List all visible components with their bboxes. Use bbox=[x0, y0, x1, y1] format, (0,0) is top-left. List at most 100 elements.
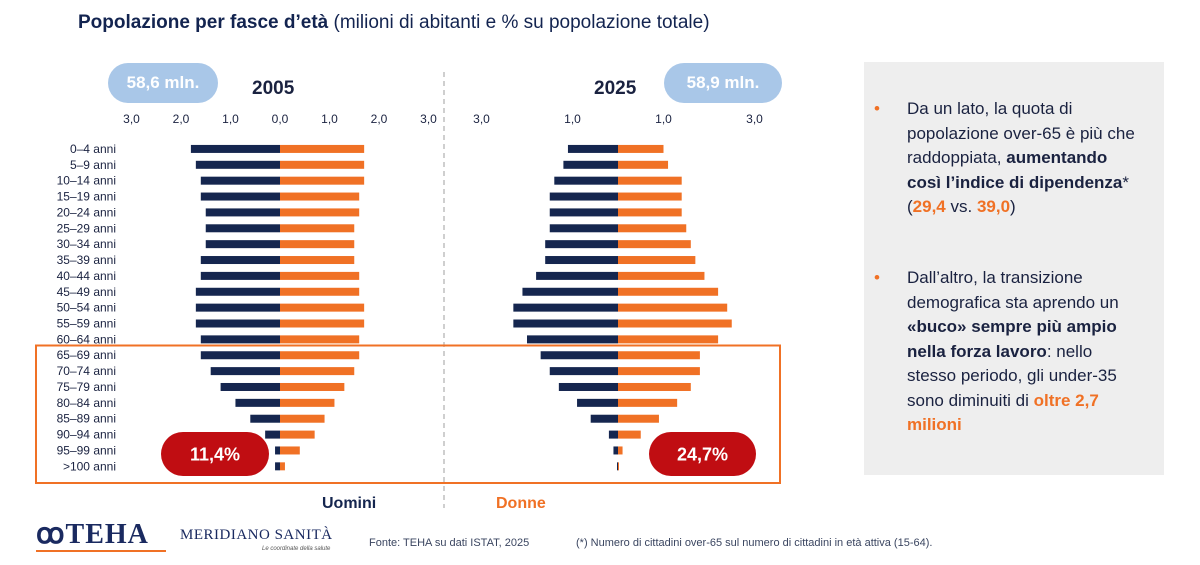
teha-logo-text: TEHA bbox=[65, 519, 149, 550]
category-label: 60–64 anni bbox=[57, 332, 116, 346]
category-label: 55–59 anni bbox=[57, 317, 116, 331]
meridiano-sanita-tagline: Le coordinate della salute bbox=[262, 546, 331, 552]
bar-men-2025 bbox=[527, 335, 618, 344]
bar-women-2005 bbox=[280, 367, 355, 376]
bar-women-2005 bbox=[280, 160, 365, 169]
year-label-2005: 2005 bbox=[252, 78, 295, 99]
bar-men-2025 bbox=[554, 176, 618, 185]
insight-bullet-1: • Da un lato, la quota di popolazione ov… bbox=[874, 97, 1144, 220]
bar-men-2005 bbox=[235, 398, 280, 407]
bullet-marker: • bbox=[874, 99, 880, 118]
bullet-marker: • bbox=[874, 268, 880, 287]
bar-men-2005 bbox=[200, 335, 280, 344]
chart-title: Popolazione per fasce d’età (milioni di … bbox=[78, 12, 710, 34]
category-label: 65–69 anni bbox=[57, 348, 116, 362]
bar-men-2025 bbox=[545, 240, 618, 249]
category-label: 95–99 anni bbox=[57, 443, 116, 457]
category-label: 70–74 anni bbox=[57, 364, 116, 378]
axis-tick-label: 3,0 bbox=[473, 112, 490, 126]
bar-women-2005 bbox=[280, 351, 360, 360]
bar-women-2005 bbox=[280, 256, 355, 265]
over65-share-2005-bg bbox=[161, 432, 269, 476]
bar-men-2005 bbox=[275, 462, 280, 471]
bar-women-2005 bbox=[280, 192, 360, 201]
bar-women-2005 bbox=[280, 462, 285, 471]
bar-women-2025 bbox=[618, 287, 719, 296]
bar-women-2025 bbox=[618, 382, 691, 391]
bar-women-2025 bbox=[618, 367, 700, 376]
bar-women-2005 bbox=[280, 398, 335, 407]
category-label: 80–84 anni bbox=[57, 396, 116, 410]
bar-men-2025 bbox=[563, 160, 618, 169]
bar-women-2025 bbox=[618, 335, 719, 344]
over65-share-2005: 11,4% bbox=[190, 445, 240, 465]
category-label: 85–89 anni bbox=[57, 412, 116, 426]
teha-logo-underline bbox=[36, 550, 166, 552]
bar-women-2025 bbox=[618, 303, 728, 312]
bar-women-2025 bbox=[618, 224, 687, 233]
bar-women-2025 bbox=[618, 319, 732, 328]
bar-men-2005 bbox=[200, 351, 280, 360]
bar-women-2005 bbox=[280, 176, 365, 185]
insight-text-part: 39,0 bbox=[976, 197, 1011, 216]
bar-men-2025 bbox=[613, 446, 618, 455]
bar-men-2005 bbox=[275, 446, 280, 455]
axis-tick-label: 3,0 bbox=[746, 112, 763, 126]
axis-tick-label: 1,0 bbox=[222, 112, 239, 126]
bar-women-2025 bbox=[618, 430, 641, 439]
category-label: 35–39 anni bbox=[57, 253, 116, 267]
over65-share-2025-bg bbox=[649, 432, 756, 476]
insights-panel: • Da un lato, la quota di popolazione ov… bbox=[864, 62, 1164, 475]
bar-men-2025 bbox=[549, 192, 618, 201]
axis-tick-label: 0,0 bbox=[272, 112, 289, 126]
axis-tick-label: 3,0 bbox=[123, 112, 140, 126]
insight-text-part: vs. bbox=[945, 197, 977, 216]
bar-men-2025 bbox=[549, 224, 618, 233]
category-label: 25–29 anni bbox=[57, 221, 116, 235]
bar-men-2005 bbox=[250, 414, 280, 423]
meridiano-sanita-logo: MERIDIANO SANITÀ bbox=[180, 527, 333, 543]
category-label: 40–44 anni bbox=[57, 269, 116, 283]
insight-text-part: ) bbox=[1010, 197, 1016, 216]
bar-men-2025 bbox=[513, 303, 618, 312]
category-label: 10–14 anni bbox=[57, 174, 116, 188]
bar-women-2005 bbox=[280, 319, 365, 328]
bar-women-2025 bbox=[618, 160, 669, 169]
bar-men-2025 bbox=[590, 414, 618, 423]
bar-men-2025 bbox=[549, 367, 618, 376]
bar-men-2005 bbox=[190, 144, 280, 153]
axis-tick-label: 1,0 bbox=[655, 112, 672, 126]
source-note: Fonte: TEHA su dati ISTAT, 2025 bbox=[369, 537, 530, 549]
insight-text-1: Da un lato, la quota di popolazione over… bbox=[907, 97, 1144, 220]
category-label: 0–4 anni bbox=[70, 142, 116, 156]
bar-women-2005 bbox=[280, 224, 355, 233]
bar-women-2025 bbox=[618, 414, 659, 423]
bar-women-2005 bbox=[280, 303, 365, 312]
category-label: 5–9 anni bbox=[70, 158, 116, 172]
bar-women-2005 bbox=[280, 240, 355, 249]
bar-men-2025 bbox=[567, 144, 618, 153]
over65-highlight-box bbox=[35, 344, 781, 484]
insight-text-part: aumentando così l’indice di dipendenza bbox=[907, 148, 1123, 192]
bar-women-2025 bbox=[618, 176, 682, 185]
total-pill-2025: 58,9 mln. bbox=[664, 63, 782, 103]
bar-men-2005 bbox=[200, 271, 280, 280]
bar-women-2005 bbox=[280, 382, 345, 391]
bar-women-2025 bbox=[618, 446, 623, 455]
bar-men-2005 bbox=[210, 367, 280, 376]
bar-men-2005 bbox=[200, 256, 280, 265]
bar-men-2005 bbox=[200, 192, 280, 201]
bar-women-2025 bbox=[618, 256, 696, 265]
insight-text-part: «buco» sempre più ampio nella forza lavo… bbox=[907, 317, 1117, 361]
insight-text-part: : nello stesso periodo, gli under-35 son… bbox=[907, 341, 1117, 410]
chart-title-bold: Popolazione per fasce d’età bbox=[78, 12, 329, 33]
bar-women-2025 bbox=[618, 208, 682, 217]
bar-women-2005 bbox=[280, 208, 360, 217]
axis-tick-label: 2,0 bbox=[371, 112, 388, 126]
insight-text-2: Dall’altro, la transizione demografica s… bbox=[907, 266, 1144, 438]
category-label: 90–94 anni bbox=[57, 428, 116, 442]
bar-women-2025 bbox=[618, 398, 678, 407]
bar-men-2025 bbox=[608, 430, 618, 439]
axis-tick-label: 1,0 bbox=[564, 112, 581, 126]
